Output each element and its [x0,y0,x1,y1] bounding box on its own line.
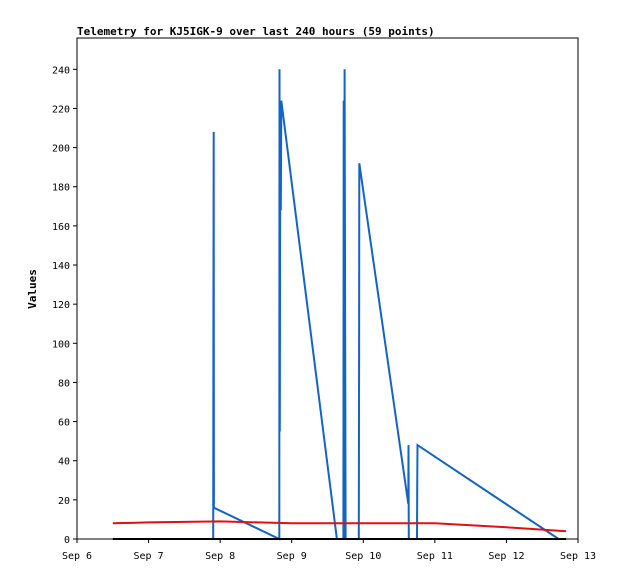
y-axis-ticks: 0 20 40 60 80 100 120 140 160 180 200 220 240 [52,65,77,546]
x-tick-label: Sep 7 [134,551,164,562]
x-tick-label: Sep 9 [277,551,307,562]
chart-title: Telemetry for KJ5IGK-9 over last 240 hou… [77,25,435,38]
y-tick-label: 40 [58,457,70,468]
x-tick-label: Sep 13 [560,551,596,562]
x-tick-label: Sep 8 [205,551,235,562]
x-tick-label: Sep 10 [345,551,381,562]
series-layer [112,69,567,541]
y-tick-label: 0 [64,535,70,546]
y-tick-label: 60 [58,418,70,429]
series-line-1 [112,520,567,533]
x-tick-label: Sep 11 [417,551,453,562]
y-tick-label: 80 [58,378,70,389]
y-tick-label: 140 [52,261,70,272]
y-tick-label: 20 [58,496,70,507]
x-tick-label: Sep 12 [488,551,524,562]
y-tick-label: 160 [52,222,70,233]
y-tick-label: 120 [52,300,70,311]
x-tick-label: Sep 6 [62,551,92,562]
y-tick-label: 220 [52,104,70,115]
y-tick-label: 240 [52,65,70,76]
y-tick-label: 180 [52,183,70,194]
y-axis-title: Values [26,269,39,309]
y-tick-label: 100 [52,339,70,350]
y-tick-label: 200 [52,144,70,155]
